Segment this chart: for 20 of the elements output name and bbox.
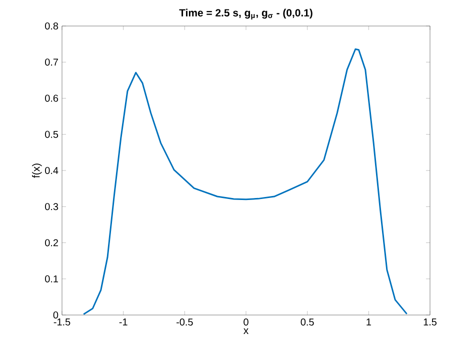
- y-tick-label: 0.6: [45, 94, 58, 102]
- x-tick-label: -1.5: [54, 318, 70, 326]
- y-tick-label: 0.2: [45, 239, 58, 246]
- x-tick-label: 1.5: [424, 318, 437, 326]
- x-tick-label: 0.5: [300, 318, 314, 326]
- x-tick-label: -1: [119, 318, 128, 326]
- x-tick-label: 0: [244, 318, 248, 326]
- y-tick-label: 0.1: [45, 275, 58, 282]
- y-tick-label: 0: [53, 311, 58, 319]
- x-tick-label: 1: [366, 318, 371, 326]
- x-axis-title: x: [244, 328, 248, 334]
- y-tick-label: 0.7: [45, 58, 58, 66]
- y-tick-label: 0.8: [45, 22, 58, 30]
- x-tick-label: -0.5: [176, 318, 193, 326]
- y-tick-label: 0.3: [45, 203, 58, 210]
- y-tick-label: 0.4: [45, 166, 58, 174]
- y-tick-label: 0.5: [45, 130, 58, 138]
- line-series: [82, 48, 408, 316]
- y-axis-title: f(x): [32, 164, 42, 178]
- chart-title: Time = 2.5 s, g$_{μ}$, g$_{σ}$ - (0,0.1): [179, 8, 312, 20]
